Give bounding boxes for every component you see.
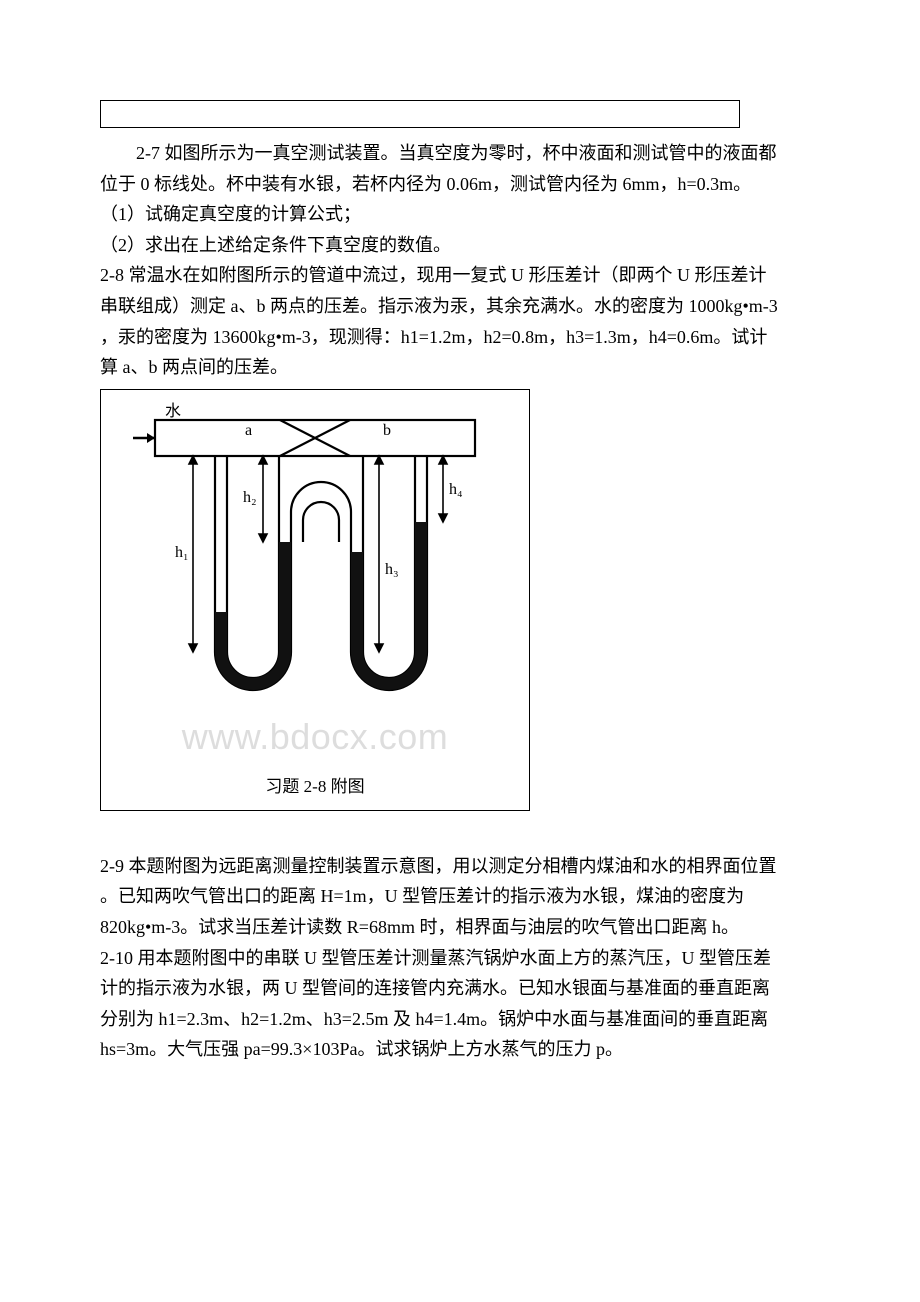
- q29-line3: 820kg•m-3。试求当压差计读数 R=68mm 时，相界面与油层的吹气管出口…: [100, 912, 820, 943]
- figure-caption: 习题 2-8 附图: [113, 773, 517, 802]
- label-h4: h₄: [449, 481, 463, 498]
- q29-line1: 2-9 本题附图为远距离测量控制装置示意图，用以测定分相槽内煤油和水的相界面位置: [100, 851, 820, 882]
- watermark-text: www.bdocx.com: [113, 706, 517, 767]
- figure-2-8-diagram: 水 a b h₁ h₂ h₃ h₄: [115, 402, 515, 712]
- label-a: a: [245, 422, 252, 439]
- q28-line1: 2-8 常温水在如附图所示的管道中流过，现用一复式 U 形压差计（即两个 U 形…: [100, 260, 820, 291]
- q28-line3: ，汞的密度为 13600kg•m-3，现测得：h1=1.2m，h2=0.8m，h…: [100, 322, 820, 353]
- q210-line4: hs=3m。大气压强 pa=99.3×103Pa。试求锅炉上方水蒸气的压力 p。: [100, 1034, 820, 1065]
- q27-line3: （1）试确定真空度的计算公式；: [100, 199, 820, 230]
- q27-line2: 位于 0 标线处。杯中装有水银，若杯内径为 0.06m，测试管内径为 6mm，h…: [100, 169, 820, 200]
- q210-line3: 分别为 h1=2.3m、h2=1.2m、h3=2.5m 及 h4=1.4m。锅炉…: [100, 1004, 820, 1035]
- q28-line2: 串联组成）测定 a、b 两点的压差。指示液为汞，其余充满水。水的密度为 1000…: [100, 291, 820, 322]
- empty-figure-box: [100, 100, 740, 128]
- label-b: b: [383, 422, 391, 439]
- label-water: 水: [165, 402, 181, 420]
- q27-line4: （2）求出在上述给定条件下真空度的数值。: [100, 230, 820, 261]
- q29-line2: 。已知两吹气管出口的距离 H=1m，U 型管压差计的指示液为水银，煤油的密度为: [100, 881, 820, 912]
- q28-line4: 算 a、b 两点间的压差。: [100, 352, 820, 383]
- label-h2: h₂: [243, 489, 257, 506]
- q27-line1: 2-7 如图所示为一真空测试装置。当真空度为零时，杯中液面和测试管中的液面都: [100, 138, 820, 169]
- figure-2-8-container: 水 a b h₁ h₂ h₃ h₄ www.bdocx.com 习题 2-8 附…: [100, 389, 530, 811]
- label-h1: h₁: [175, 544, 189, 561]
- label-h3: h₃: [385, 561, 399, 578]
- q210-line2: 计的指示液为水银，两 U 型管间的连接管内充满水。已知水银面与基准面的垂直距离: [100, 973, 820, 1004]
- q210-line1: 2-10 用本题附图中的串联 U 型管压差计测量蒸汽锅炉水面上方的蒸汽压，U 型…: [100, 943, 820, 974]
